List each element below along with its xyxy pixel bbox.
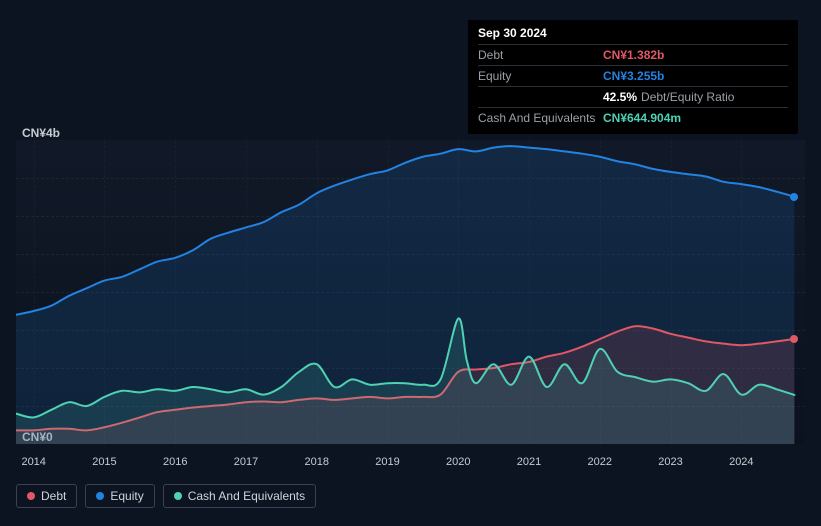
chart-tooltip: Sep 30 2024DebtCN¥1.382bEquityCN¥3.255b4… [468, 20, 798, 134]
legend-item-label: Debt [41, 489, 66, 503]
series-end-marker-debt [790, 335, 798, 343]
tooltip-row: DebtCN¥1.382b [478, 44, 788, 65]
legend-item-equity[interactable]: Equity [85, 484, 154, 508]
legend-dot-icon [27, 492, 35, 500]
tooltip-row-value: CN¥3.255b [603, 69, 664, 83]
tooltip-row-value: CN¥644.904m [603, 111, 681, 125]
chart-legend: Debt Equity Cash And Equivalents [16, 484, 316, 508]
tooltip-row-value: CN¥1.382b [603, 48, 664, 62]
tooltip-title: Sep 30 2024 [478, 26, 788, 44]
tooltip-row-label [478, 90, 603, 104]
tooltip-row: EquityCN¥3.255b [478, 65, 788, 86]
tooltip-row-extra: Debt/Equity Ratio [641, 90, 734, 104]
tooltip-row-label: Debt [478, 48, 603, 62]
legend-item-cash[interactable]: Cash And Equivalents [163, 484, 316, 508]
legend-item-label: Equity [110, 489, 143, 503]
legend-dot-icon [174, 492, 182, 500]
tooltip-row-value: 42.5% [603, 90, 637, 104]
tooltip-row-label: Equity [478, 69, 603, 83]
tooltip-row-label: Cash And Equivalents [478, 111, 603, 125]
tooltip-row: 42.5% Debt/Equity Ratio [478, 86, 788, 107]
legend-dot-icon [96, 492, 104, 500]
legend-item-debt[interactable]: Debt [16, 484, 77, 508]
tooltip-row: Cash And EquivalentsCN¥644.904m [478, 107, 788, 128]
series-end-marker-equity [790, 193, 798, 201]
legend-item-label: Cash And Equivalents [188, 489, 305, 503]
